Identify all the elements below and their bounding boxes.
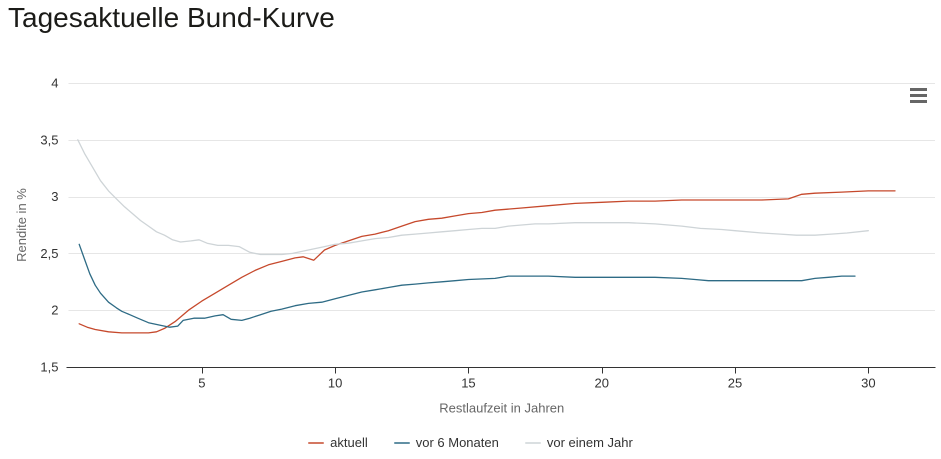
y-axis-title: Rendite in % — [14, 188, 29, 262]
svg-text:4: 4 — [51, 76, 58, 91]
legend-item-vor-einem-jahr[interactable]: vor einem Jahr — [524, 435, 633, 450]
legend-marker-vor-6-monaten — [393, 441, 410, 444]
menu-bar — [910, 94, 927, 97]
legend-label-aktuell: aktuell — [330, 435, 368, 450]
svg-text:2: 2 — [51, 303, 58, 318]
legend-marker-aktuell — [308, 441, 325, 444]
legend-item-vor-6-monaten[interactable]: vor 6 Monaten — [393, 435, 499, 450]
legend-label-vor-6-monaten: vor 6 Monaten — [415, 435, 499, 450]
menu-bar — [910, 88, 927, 91]
svg-text:3: 3 — [51, 189, 58, 204]
svg-text:3,5: 3,5 — [40, 132, 58, 147]
x-axis-title: Restlaufzeit in Jahren — [439, 401, 564, 416]
legend: aktuell vor 6 Monaten vor einem Jahr — [0, 435, 941, 450]
svg-text:20: 20 — [594, 376, 608, 391]
legend-item-aktuell[interactable]: aktuell — [308, 435, 368, 450]
svg-text:2,5: 2,5 — [40, 246, 58, 261]
page-title: Tagesaktuelle Bund-Kurve — [8, 2, 335, 33]
svg-text:25: 25 — [728, 376, 742, 391]
series-line-1 — [78, 243, 856, 328]
legend-label-vor-einem-jahr: vor einem Jahr — [546, 435, 633, 450]
hamburger-menu-icon[interactable] — [908, 86, 930, 105]
svg-text:10: 10 — [328, 376, 342, 391]
series-line-0 — [78, 190, 896, 334]
series-line-2 — [77, 139, 869, 256]
svg-text:30: 30 — [861, 376, 875, 391]
svg-text:1,5: 1,5 — [40, 360, 58, 375]
yield-curve-chart: 1,5 2 2,5 3 3,5 4 5 10 15 20 25 30 Rendite in % Restl… — [14, 76, 936, 416]
menu-bar — [910, 100, 927, 103]
legend-marker-vor-einem-jahr — [524, 441, 541, 444]
svg-text:15: 15 — [461, 376, 475, 391]
svg-text:5: 5 — [198, 376, 205, 391]
